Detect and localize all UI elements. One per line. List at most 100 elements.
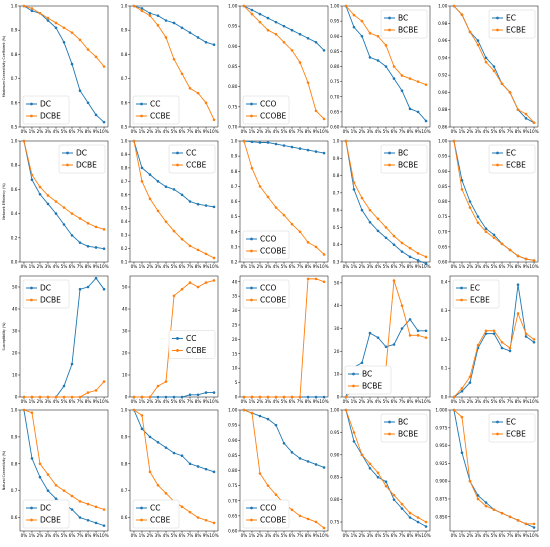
y-tick-label: 0.65 — [330, 109, 340, 114]
x-tick-label: 1% — [351, 533, 358, 538]
x-tick-label: 9% — [415, 264, 422, 269]
data-point-BC — [360, 34, 364, 38]
data-point-CCBE — [156, 483, 160, 487]
x-tick-label: 0% — [241, 129, 248, 134]
data-point-BC — [368, 56, 372, 59]
data-point-CCOBE — [306, 277, 310, 281]
data-point-BC — [416, 258, 420, 262]
data-point-BC — [360, 361, 364, 365]
x-tick-label: 4% — [375, 399, 382, 404]
legend-label: BC — [398, 149, 408, 158]
subplot-7: 0% 1% 2% 3% 4% 5% 6% 7% 8% 9% 10% 0.1 0.2 0.3 0.4 0.5 0.… — [121, 139, 219, 270]
y-tick-label: 20 — [122, 351, 128, 356]
data-point-BCBE — [392, 234, 396, 238]
data-point-BCBE — [384, 226, 388, 229]
x-tick-label: 9% — [523, 129, 530, 134]
x-tick-label: 10% — [421, 129, 430, 134]
y-tick-label: 0.92 — [438, 73, 448, 78]
x-tick-label: 8% — [85, 533, 92, 538]
data-point-BC — [376, 59, 380, 62]
legend-swatch-marker — [30, 506, 33, 510]
x-tick-label: 0% — [451, 533, 458, 538]
data-point-CCBE — [196, 248, 200, 252]
data-point-BC — [400, 250, 404, 253]
data-point-ECBE — [500, 340, 504, 344]
data-point-CCO — [298, 32, 302, 36]
y-tick-label: 0.9 — [121, 434, 128, 439]
data-point-CCOBE — [322, 280, 326, 284]
x-tick-label: 4% — [375, 264, 382, 269]
data-point-CCOBE — [258, 20, 262, 24]
x-tick-label: 7% — [507, 129, 514, 134]
data-point-DC — [54, 212, 58, 215]
data-point-CCO — [306, 395, 310, 399]
y-tick-label: 0.88 — [438, 107, 448, 112]
y-tick-label: 1.00 — [228, 408, 238, 413]
legend: BC BCBE — [380, 9, 428, 39]
x-tick-label: 10% — [319, 533, 328, 538]
x-tick-label: 10% — [529, 533, 538, 538]
data-point-DC — [46, 202, 50, 206]
legend-swatch-marker — [352, 384, 355, 388]
y-tick-label: 0.65 — [438, 244, 448, 249]
x-tick-label: 3% — [265, 399, 272, 404]
legend-label: CCBE — [186, 346, 207, 355]
data-point-CCO — [282, 441, 286, 445]
data-point-CC — [188, 462, 192, 466]
y-tick-label: 1.0 — [11, 4, 18, 9]
y-tick-label: 0.9 — [121, 152, 128, 157]
legend-label: ECBE — [470, 296, 490, 305]
data-point-DCBE — [54, 200, 58, 203]
data-point-CC — [180, 454, 184, 458]
legend-swatch-marker — [460, 286, 463, 290]
y-tick-label: 10 — [122, 373, 128, 378]
y-tick-label: 0.8 — [11, 163, 18, 168]
data-point-BCBE — [368, 208, 372, 212]
series-line-DCBE — [23, 409, 105, 510]
data-point-EC — [460, 451, 464, 455]
data-point-CCOBE — [290, 49, 294, 52]
data-point-CCOBE — [266, 195, 270, 199]
data-point-CCOBE — [306, 241, 310, 244]
legend-label: BCBE — [398, 430, 418, 439]
x-tick-label: 5% — [281, 399, 288, 404]
data-point-DCBE — [54, 483, 58, 487]
data-point-CCBE — [196, 516, 200, 519]
y-tick-label: 0 — [125, 395, 128, 400]
x-tick-label: 3% — [475, 533, 482, 538]
data-point-CCO — [306, 148, 310, 152]
x-tick-label: 7% — [297, 129, 304, 134]
x-tick-label: 6% — [499, 129, 506, 134]
y-tick-label: 0.8 — [121, 461, 128, 466]
data-point-CCOBE — [250, 411, 254, 415]
y-tick-label: 0.3 — [231, 244, 238, 249]
y-tick-label: 0.925 — [435, 461, 447, 466]
data-point-ECBE — [476, 221, 480, 224]
x-tick-label: 1% — [249, 129, 256, 134]
data-point-CCOBE — [298, 230, 302, 234]
x-tick-label: 1% — [249, 399, 256, 404]
x-tick-label: 0% — [131, 129, 138, 134]
data-point-CC — [188, 393, 192, 397]
y-tick-label: 0.94 — [438, 55, 448, 60]
y-tick-label: 0.900 — [435, 479, 447, 484]
legend-label: ECBE — [506, 26, 526, 35]
x-tick-label: 0% — [241, 399, 248, 404]
data-point-CCO — [282, 144, 286, 147]
y-tick-label: 0.8 — [231, 169, 238, 174]
y-tick-label: 0.875 — [435, 496, 447, 501]
data-point-CCBE — [156, 384, 160, 388]
x-tick-label: 7% — [297, 264, 304, 269]
data-point-ECBE — [452, 408, 456, 412]
legend-swatch-marker — [496, 16, 499, 20]
subplot-5: 0% 1% 2% 3% 4% 5% 6% 7% 8% 9% 10% 0.86 0.88 0.90 0.92 0… — [438, 4, 539, 135]
x-tick-label: 5% — [171, 264, 178, 269]
x-tick-label: 5% — [383, 264, 390, 269]
y-tick-label: 15 — [232, 351, 238, 356]
data-point-BCBE — [368, 31, 372, 35]
y-tick-label: 1.0 — [121, 4, 128, 9]
data-point-BCBE — [424, 255, 428, 259]
data-point-DCBE — [22, 395, 26, 399]
data-point-CCBE — [212, 118, 216, 122]
y-tick-label: 0.75 — [330, 79, 340, 84]
